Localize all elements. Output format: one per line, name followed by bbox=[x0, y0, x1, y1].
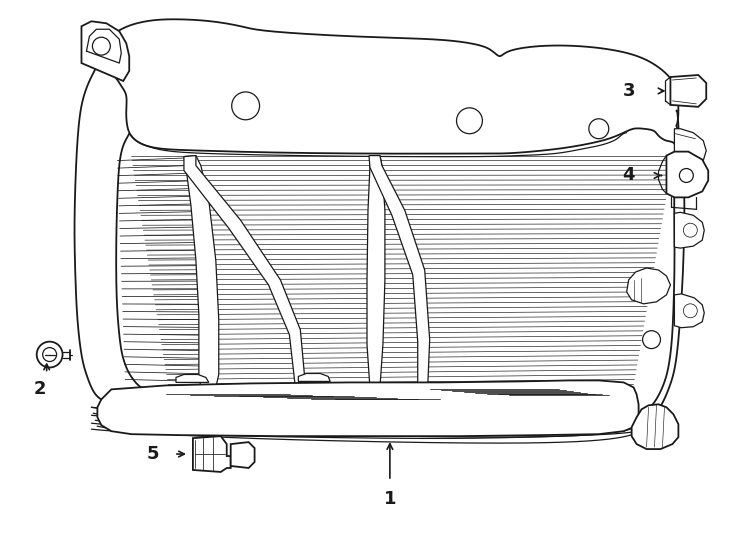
Polygon shape bbox=[666, 152, 708, 198]
Text: 4: 4 bbox=[622, 166, 635, 185]
Polygon shape bbox=[193, 436, 230, 472]
Circle shape bbox=[589, 119, 608, 139]
Polygon shape bbox=[298, 374, 330, 381]
Polygon shape bbox=[184, 156, 219, 389]
Polygon shape bbox=[230, 442, 255, 468]
Polygon shape bbox=[184, 156, 305, 387]
Circle shape bbox=[232, 92, 260, 120]
Polygon shape bbox=[670, 75, 706, 107]
Polygon shape bbox=[367, 156, 385, 388]
Polygon shape bbox=[675, 212, 704, 248]
Polygon shape bbox=[176, 374, 208, 382]
Text: 2: 2 bbox=[34, 380, 46, 399]
Polygon shape bbox=[632, 404, 678, 449]
Polygon shape bbox=[81, 21, 129, 81]
Text: 1: 1 bbox=[384, 490, 396, 508]
Polygon shape bbox=[98, 380, 639, 436]
Circle shape bbox=[457, 108, 482, 134]
Text: 3: 3 bbox=[622, 82, 635, 100]
Polygon shape bbox=[675, 294, 704, 328]
Polygon shape bbox=[627, 268, 670, 304]
Polygon shape bbox=[369, 156, 429, 388]
Polygon shape bbox=[675, 129, 706, 166]
Text: 5: 5 bbox=[147, 445, 159, 463]
Circle shape bbox=[37, 342, 62, 368]
